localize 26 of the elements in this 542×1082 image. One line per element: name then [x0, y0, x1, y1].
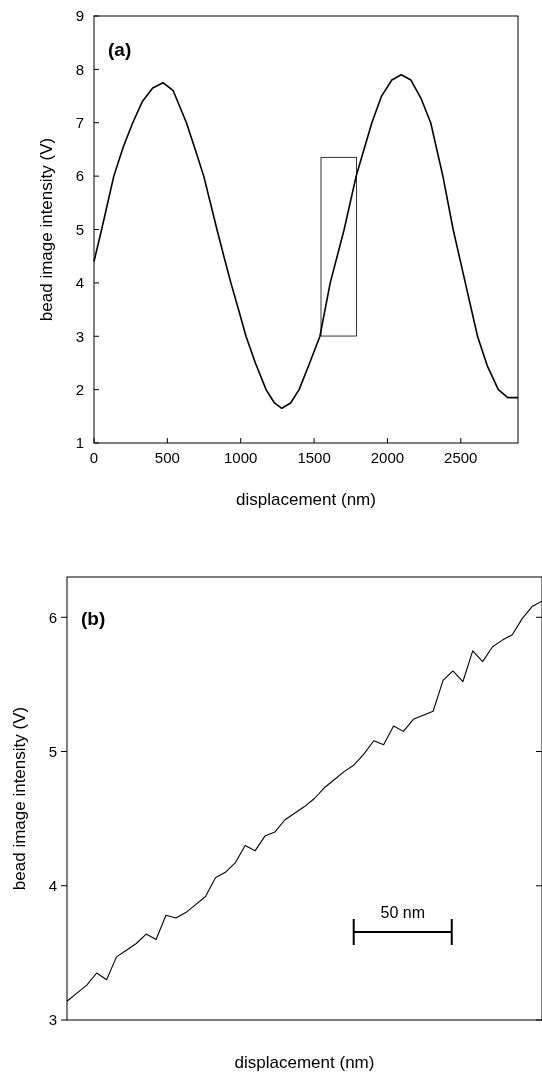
- y-tick-label: 7: [75, 114, 84, 131]
- y-axis-title: bead image intensity (V): [10, 706, 29, 891]
- y-tick-label: 1: [75, 434, 84, 452]
- y-tick-label: 9: [75, 7, 84, 25]
- x-axis-title: displacement (nm): [234, 1053, 375, 1072]
- y-tick-label: 5: [75, 220, 84, 238]
- y-tick-label: 6: [48, 608, 57, 626]
- annotation: (b): [81, 608, 106, 629]
- y-tick-label: 5: [48, 742, 57, 760]
- x-tick-label: 500: [154, 449, 180, 466]
- x-tick-label: 1000: [224, 449, 258, 466]
- x-axis-title: displacement (nm): [236, 490, 376, 509]
- x-tick-label: 1500: [297, 449, 331, 466]
- y-axis-title: bead image intensity (V): [37, 137, 56, 322]
- y-tick-label: 6: [75, 167, 84, 185]
- y-tick-label: 2: [75, 380, 84, 398]
- y-tick-label: 3: [75, 327, 84, 345]
- x-tick-label: 2000: [370, 449, 405, 466]
- y-tick-label: 8: [75, 60, 84, 78]
- y-tick-label: 3: [48, 1011, 57, 1029]
- x-tick-label: 2500: [444, 449, 478, 466]
- y-tick-label: 4: [48, 877, 57, 895]
- annotation: (a): [108, 39, 132, 60]
- annotation: 50 nm: [380, 904, 425, 921]
- x-tick-label: 0: [89, 449, 99, 466]
- y-tick-label: 4: [75, 274, 84, 292]
